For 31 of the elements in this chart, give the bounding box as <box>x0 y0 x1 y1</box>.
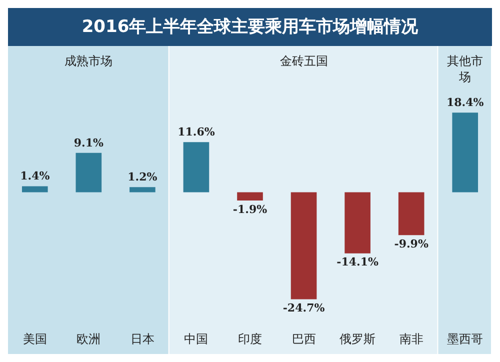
bar <box>237 192 263 201</box>
data-label: -24.7% <box>282 302 326 315</box>
data-label: 18.4% <box>446 96 484 110</box>
data-label: 9.1% <box>74 136 104 150</box>
bar <box>452 112 478 192</box>
data-label: -14.1% <box>336 256 380 269</box>
bar <box>398 192 424 236</box>
band-label: 其他市场 <box>447 54 484 84</box>
x-tick-label: 俄罗斯 <box>340 332 376 346</box>
data-label: 11.6% <box>178 125 216 138</box>
x-tick-label: 巴西 <box>292 332 316 346</box>
data-label: 1.2% <box>128 170 158 184</box>
x-tick-label: 墨西哥 <box>447 332 484 346</box>
chart-title: 2016年上半年全球主要乘用车市场增幅情况 <box>8 8 492 46</box>
bar <box>344 192 370 254</box>
x-tick-label: 南非 <box>399 332 424 346</box>
bar <box>290 192 317 300</box>
band-label: 成熟市场 <box>64 54 113 68</box>
data-label: -1.9% <box>232 202 268 216</box>
bar <box>22 186 48 192</box>
band-label: 金砖五国 <box>280 54 328 68</box>
x-tick-label: 欧洲 <box>76 332 101 346</box>
bar <box>183 142 210 192</box>
bar <box>76 152 102 192</box>
x-tick-label: 日本 <box>130 332 154 346</box>
x-tick-label: 美国 <box>22 332 47 346</box>
data-label: -9.9% <box>394 238 429 251</box>
data-label: 1.4% <box>20 170 50 183</box>
bar <box>130 187 156 192</box>
x-tick-label: 中国 <box>184 332 208 346</box>
x-tick-label: 印度 <box>238 332 262 346</box>
